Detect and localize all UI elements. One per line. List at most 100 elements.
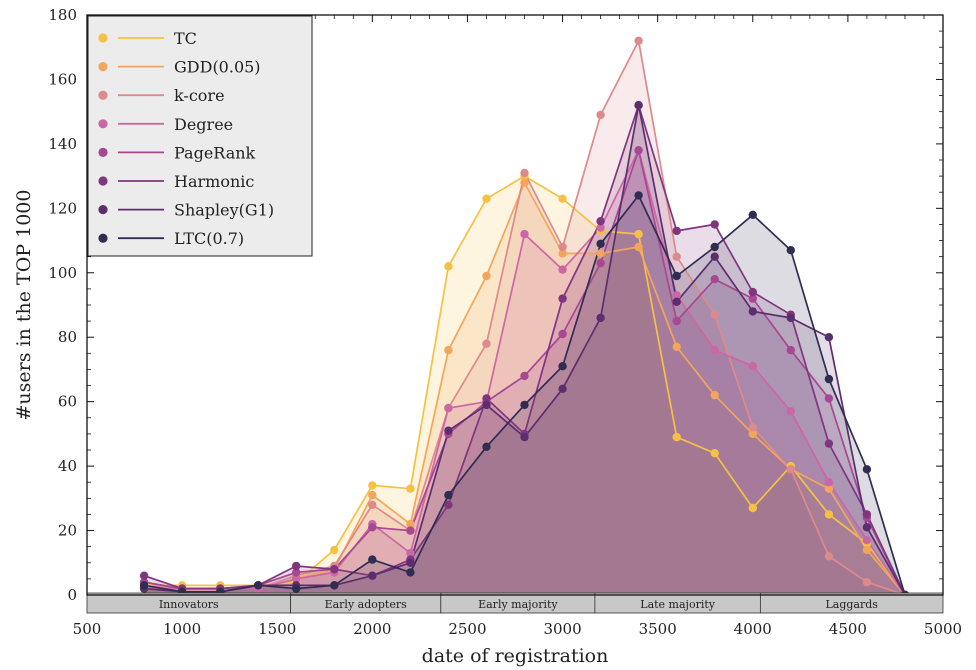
point-ltc-0-7: [368, 555, 377, 564]
legend-box: [87, 15, 313, 257]
point-shapley-g1: [444, 426, 453, 435]
point-harmonic: [444, 500, 453, 509]
point-gdd-0-05: [710, 391, 719, 400]
legend-marker: [98, 205, 108, 215]
legend-label: Harmonic: [174, 172, 254, 191]
y-tick-label: 60: [58, 393, 77, 411]
point-gdd-0-05: [824, 484, 834, 493]
point-k-core: [824, 552, 834, 561]
point-tc: [672, 432, 681, 442]
legend: TC GDD(0.05) k-core Degree PageRank Harmonic S…: [87, 15, 313, 257]
point-shapley-g1: [786, 313, 795, 323]
legend-label: LTC(0.7): [174, 229, 244, 248]
y-tick-label: 0: [67, 586, 77, 604]
point-pagerank: [710, 275, 719, 284]
x-tick-label: 4500: [829, 620, 867, 638]
point-pagerank: [596, 258, 605, 268]
point-k-core: [596, 110, 605, 120]
adopter-bands: Innovators Early adopters Early majority La…: [86, 592, 944, 614]
band-label: Early adopters: [325, 598, 408, 611]
point-gdd-0-05: [520, 178, 529, 187]
y-tick-label: 20: [58, 522, 77, 540]
point-ltc-0-7: [330, 581, 339, 590]
y-tick-label: 140: [48, 135, 77, 153]
x-tick-label: 5000: [924, 620, 962, 638]
point-pagerank: [634, 146, 643, 155]
point-gdd-0-05: [862, 545, 872, 555]
point-gdd-0-05: [748, 429, 757, 439]
point-harmonic: [558, 294, 567, 303]
y-tick-label: 180: [48, 6, 77, 24]
point-ltc-0-7: [710, 242, 719, 252]
band-laggards: [759, 592, 944, 614]
legend-label: k-core: [174, 86, 225, 105]
point-ltc-0-7: [558, 362, 567, 371]
point-gdd-0-05: [672, 342, 681, 352]
point-degree: [444, 403, 453, 413]
band-label: Innovators: [159, 598, 219, 611]
point-k-core: [672, 252, 681, 261]
point-shapley-g1: [596, 313, 605, 323]
point-shapley-g1: [482, 400, 491, 410]
x-tick-label: 4000: [734, 620, 772, 638]
point-pagerank: [406, 526, 415, 535]
point-shapley-g1: [862, 523, 872, 532]
point-tc: [368, 481, 377, 490]
legend-marker: [98, 147, 108, 157]
point-degree: [558, 265, 567, 274]
point-k-core: [368, 500, 377, 509]
area-gdd-0-05: [144, 182, 906, 595]
point-ltc-0-7: [139, 581, 149, 590]
point-gdd-0-05: [368, 490, 377, 500]
legend-label: TC: [174, 29, 197, 48]
legend-label: PageRank: [174, 143, 256, 162]
point-tc: [824, 510, 834, 519]
point-pagerank: [672, 316, 681, 326]
point-shapley-g1: [672, 297, 681, 306]
point-tc: [748, 503, 757, 513]
point-degree: [748, 362, 757, 371]
point-shapley-g1: [634, 101, 643, 110]
point-tc: [444, 262, 453, 271]
point-pagerank: [558, 329, 567, 339]
point-degree: [406, 548, 415, 558]
point-ltc-0-7: [482, 442, 491, 451]
x-tick-label: 3000: [543, 620, 581, 638]
point-degree: [520, 229, 529, 239]
point-harmonic: [330, 565, 339, 574]
point-tc: [330, 545, 339, 555]
point-harmonic: [710, 220, 719, 229]
point-pagerank: [520, 371, 529, 381]
point-pagerank: [824, 394, 834, 403]
point-gdd-0-05: [482, 271, 491, 281]
point-harmonic: [862, 510, 872, 519]
point-harmonic: [596, 217, 605, 226]
legend-marker: [98, 119, 108, 129]
y-tick-label: 100: [48, 264, 77, 282]
point-degree: [596, 223, 605, 232]
point-degree: [862, 536, 872, 545]
point-ltc-0-7: [444, 490, 453, 500]
point-k-core: [710, 310, 719, 319]
point-tc: [558, 194, 567, 203]
point-harmonic: [672, 226, 681, 236]
point-tc: [634, 229, 643, 239]
band-label: Late majority: [640, 598, 716, 611]
x-tick-label: 3500: [639, 620, 677, 638]
point-k-core: [520, 168, 529, 178]
point-harmonic: [824, 439, 834, 448]
legend-label: GDD(0.05): [174, 58, 261, 77]
point-k-core: [748, 423, 757, 432]
x-tick-label: 2000: [353, 620, 391, 638]
area-shapley-g1: [144, 105, 906, 595]
legend-marker: [98, 62, 108, 72]
point-pagerank: [292, 568, 301, 577]
y-tick-label: 80: [58, 328, 77, 346]
point-shapley-g1: [710, 252, 719, 261]
point-pagerank: [786, 345, 795, 355]
point-tc: [406, 484, 415, 493]
point-k-core: [786, 465, 795, 474]
point-gdd-0-05: [444, 345, 453, 355]
point-ltc-0-7: [634, 191, 643, 200]
